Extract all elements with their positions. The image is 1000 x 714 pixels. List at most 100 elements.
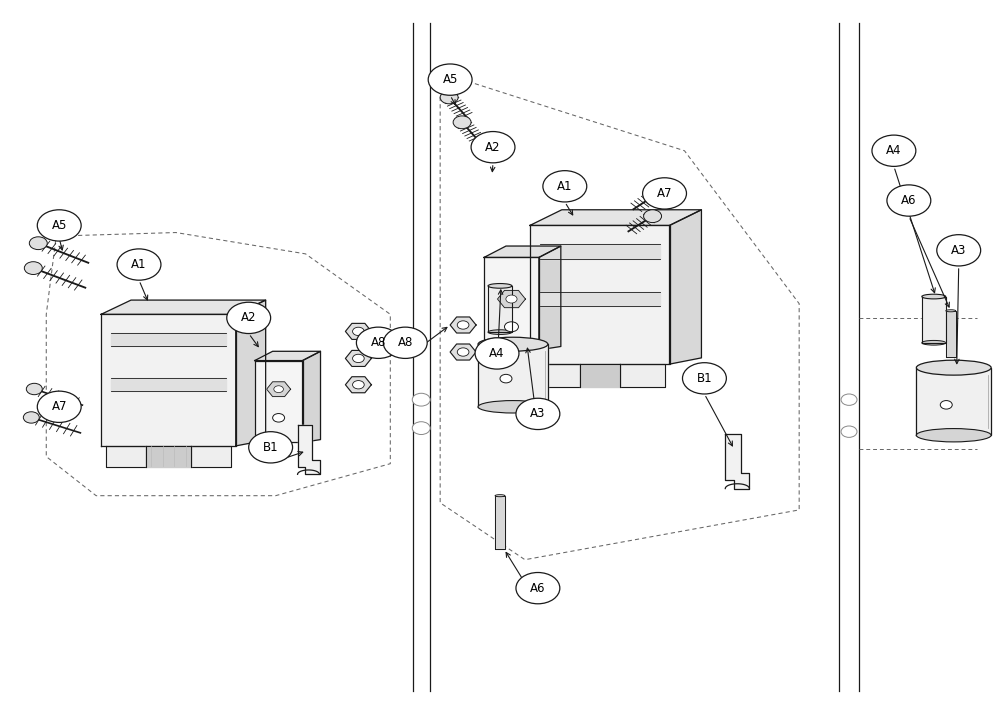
Polygon shape [111, 378, 226, 391]
Text: A5: A5 [52, 219, 67, 232]
Ellipse shape [916, 428, 991, 442]
Polygon shape [495, 496, 505, 549]
Text: A3: A3 [951, 243, 966, 257]
Polygon shape [725, 434, 749, 488]
Circle shape [940, 401, 952, 409]
Polygon shape [146, 446, 191, 467]
Polygon shape [540, 291, 660, 306]
Circle shape [516, 398, 560, 430]
Polygon shape [450, 344, 476, 360]
Polygon shape [236, 300, 266, 446]
Circle shape [412, 422, 430, 435]
Circle shape [353, 327, 364, 336]
Polygon shape [106, 446, 146, 467]
Circle shape [872, 135, 916, 166]
Circle shape [841, 394, 857, 406]
Circle shape [504, 322, 518, 332]
Circle shape [440, 91, 458, 104]
Circle shape [227, 302, 271, 333]
Circle shape [682, 363, 726, 394]
Polygon shape [530, 210, 701, 226]
Circle shape [841, 426, 857, 438]
Circle shape [356, 327, 400, 358]
Circle shape [649, 187, 667, 200]
Circle shape [117, 249, 161, 280]
Polygon shape [916, 368, 991, 436]
Circle shape [644, 210, 662, 223]
Circle shape [412, 393, 430, 406]
Circle shape [457, 348, 469, 356]
Polygon shape [345, 351, 371, 366]
Text: A5: A5 [442, 73, 458, 86]
Polygon shape [539, 246, 561, 350]
Ellipse shape [488, 330, 512, 334]
Circle shape [506, 295, 517, 303]
Ellipse shape [922, 294, 946, 299]
Circle shape [353, 381, 364, 389]
Polygon shape [191, 446, 231, 467]
Circle shape [471, 131, 515, 163]
Text: A6: A6 [530, 582, 546, 595]
Circle shape [353, 354, 364, 363]
Circle shape [26, 383, 42, 395]
Polygon shape [255, 351, 320, 361]
Circle shape [643, 178, 686, 209]
Text: A1: A1 [557, 180, 573, 193]
Circle shape [249, 432, 293, 463]
Text: A8: A8 [371, 336, 386, 349]
Circle shape [457, 321, 469, 329]
Polygon shape [620, 364, 665, 387]
Polygon shape [478, 344, 548, 407]
Text: A8: A8 [398, 336, 413, 349]
Ellipse shape [922, 341, 946, 345]
Polygon shape [484, 258, 539, 350]
Polygon shape [580, 364, 620, 387]
Text: A4: A4 [886, 144, 902, 157]
Ellipse shape [495, 495, 505, 497]
Polygon shape [530, 226, 670, 364]
Circle shape [274, 386, 283, 393]
Circle shape [516, 573, 560, 604]
Polygon shape [345, 377, 371, 393]
Polygon shape [111, 333, 226, 346]
Text: A6: A6 [901, 194, 917, 207]
Circle shape [29, 237, 47, 250]
Polygon shape [303, 351, 320, 443]
Text: A1: A1 [131, 258, 147, 271]
Circle shape [887, 185, 931, 216]
Polygon shape [488, 286, 512, 332]
Text: A7: A7 [51, 401, 67, 413]
Circle shape [500, 374, 512, 383]
Polygon shape [267, 382, 291, 396]
Polygon shape [101, 314, 236, 446]
Polygon shape [450, 317, 476, 333]
Polygon shape [946, 311, 956, 357]
Ellipse shape [916, 360, 991, 375]
Polygon shape [101, 300, 266, 314]
Ellipse shape [946, 310, 956, 312]
Circle shape [475, 338, 519, 369]
Ellipse shape [488, 283, 512, 288]
Text: B1: B1 [263, 441, 278, 454]
Polygon shape [498, 291, 525, 308]
Polygon shape [484, 246, 561, 258]
Text: A3: A3 [530, 408, 546, 421]
Text: B1: B1 [697, 372, 712, 385]
Text: A4: A4 [489, 347, 505, 360]
Ellipse shape [478, 401, 548, 413]
Polygon shape [540, 244, 660, 258]
Polygon shape [255, 361, 303, 443]
Polygon shape [922, 296, 946, 343]
Circle shape [543, 171, 587, 202]
Text: A2: A2 [485, 141, 501, 154]
Polygon shape [670, 210, 701, 364]
Circle shape [273, 413, 285, 422]
Polygon shape [298, 425, 320, 474]
Circle shape [23, 412, 39, 423]
Circle shape [453, 116, 471, 129]
Circle shape [383, 327, 427, 358]
Polygon shape [535, 364, 580, 387]
Ellipse shape [478, 337, 548, 351]
Circle shape [428, 64, 472, 95]
Circle shape [24, 262, 42, 274]
